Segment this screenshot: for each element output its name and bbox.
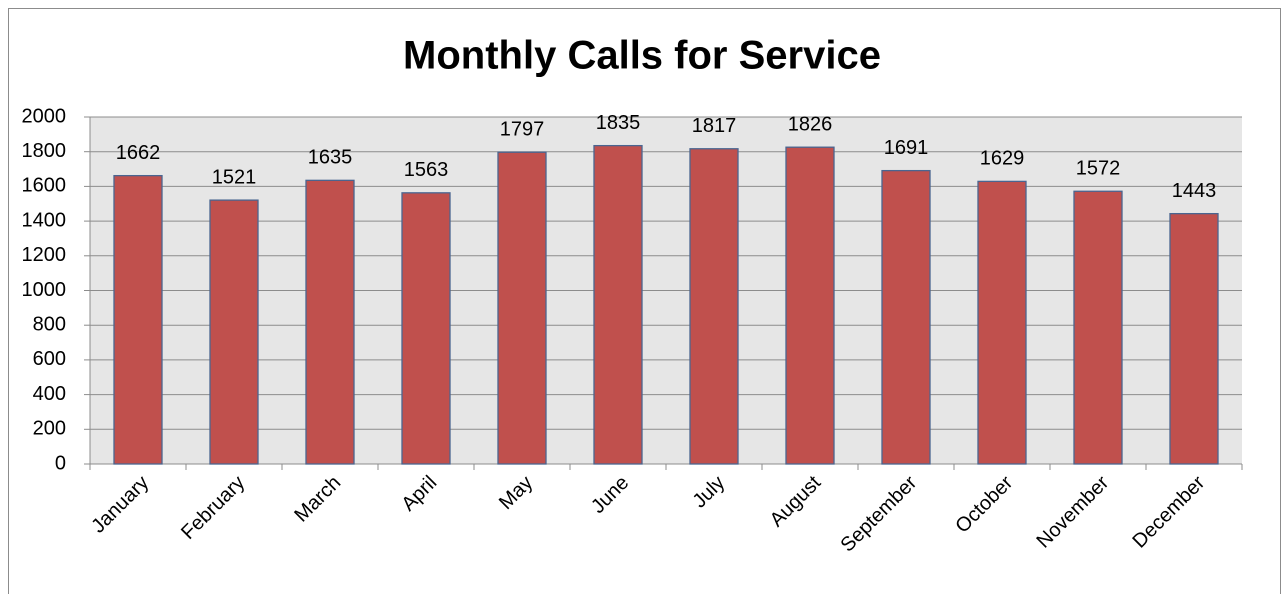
y-tick-label: 1600: [22, 175, 67, 197]
y-tick-label: 1800: [22, 140, 67, 162]
bar: [593, 144, 643, 465]
y-tick-label: 600: [33, 348, 66, 370]
data-label: 1635: [308, 147, 353, 169]
bar: [977, 180, 1027, 465]
y-tick-label: 1000: [22, 279, 67, 301]
data-label: 1817: [692, 115, 737, 137]
y-tick-label: 800: [33, 313, 66, 335]
bar: [497, 151, 547, 465]
data-label: 1826: [788, 113, 833, 135]
data-label: 1691: [884, 137, 929, 159]
data-label: 1443: [1172, 180, 1217, 202]
bar: [305, 179, 355, 465]
bar: [113, 174, 163, 465]
y-tick-label: 400: [33, 383, 66, 405]
y-tick-label: 1400: [22, 209, 67, 231]
bar: [1169, 212, 1219, 465]
data-label: 1572: [1076, 158, 1121, 180]
data-label: 1835: [596, 112, 641, 134]
data-label: 1563: [404, 159, 449, 181]
data-label: 1521: [212, 166, 257, 188]
y-tick-label: 1200: [22, 244, 67, 266]
bar: [785, 146, 835, 465]
bar: [689, 148, 739, 465]
bar: [881, 169, 931, 465]
chart-title: Monthly Calls for Service: [403, 34, 881, 78]
bar: [1073, 190, 1123, 465]
bar: [401, 192, 451, 465]
y-tick-label: 200: [33, 418, 66, 440]
data-label: 1629: [980, 148, 1025, 170]
data-label: 1662: [116, 142, 161, 164]
bar: [209, 199, 259, 465]
data-label: 1797: [500, 119, 545, 141]
y-tick-label: 2000: [22, 105, 67, 127]
y-tick-label: 0: [55, 452, 66, 474]
